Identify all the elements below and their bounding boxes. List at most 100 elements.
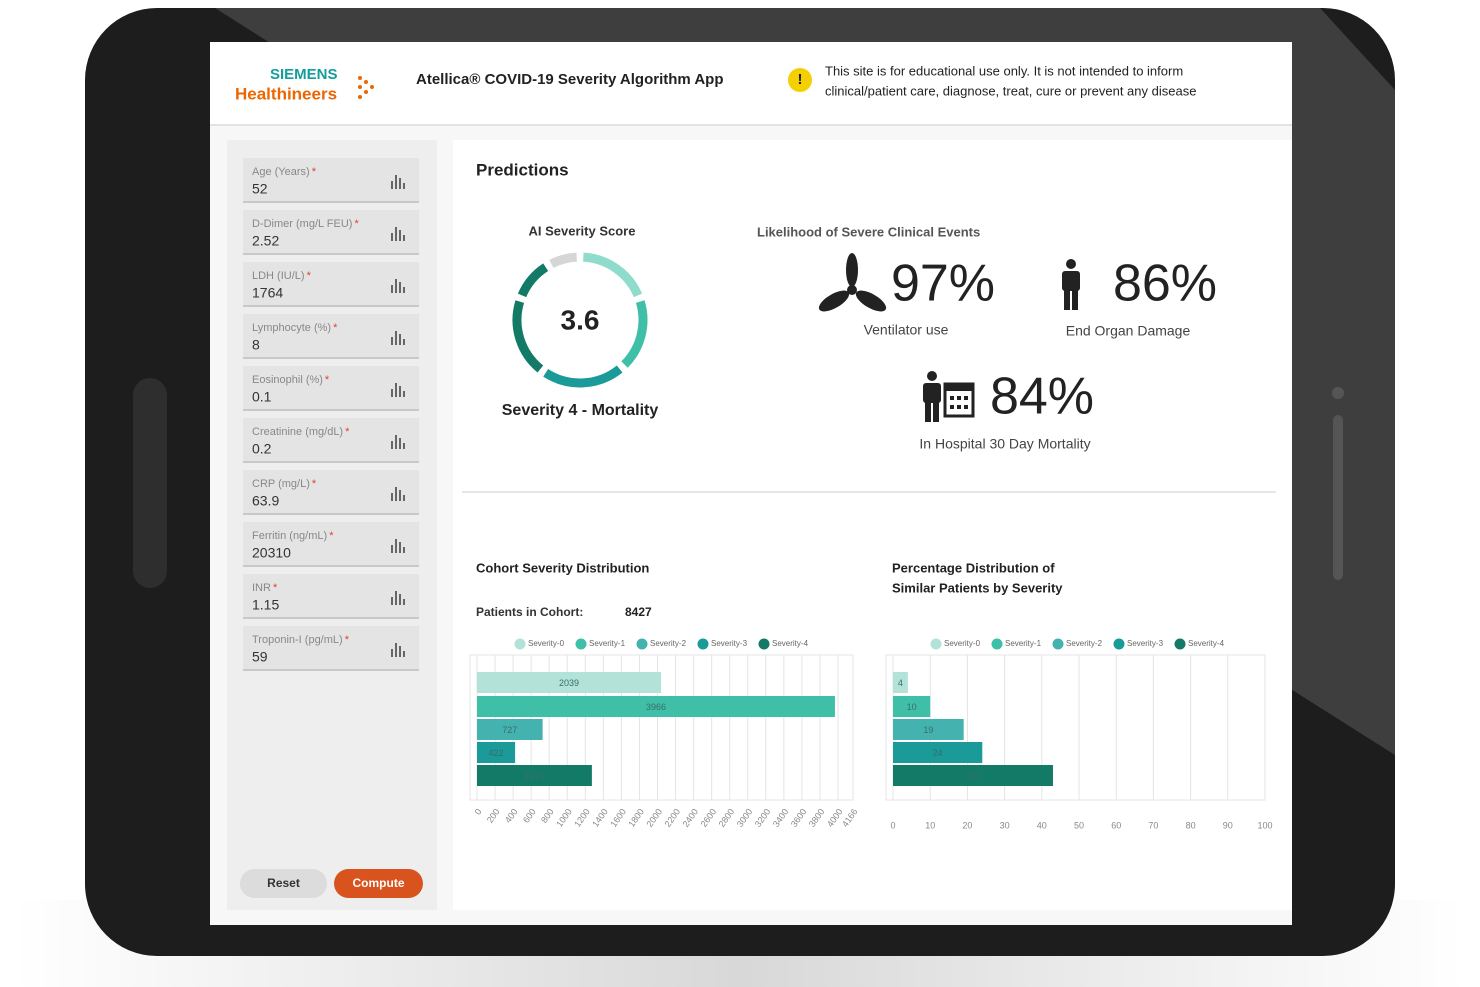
brand-bottom: Healthineers <box>235 84 337 103</box>
chart-icon <box>399 178 401 189</box>
input-label: INR * <box>252 582 278 594</box>
input-value: 1764 <box>252 285 283 301</box>
input-label: Troponin-I (pg/mL) * <box>252 634 350 646</box>
x-tick-label: 50 <box>1074 820 1084 830</box>
compute-label[interactable]: Compute <box>353 876 405 890</box>
x-tick-label: 80 <box>1186 820 1196 830</box>
event-value: 86% <box>1113 255 1217 313</box>
chart-icon <box>391 649 393 657</box>
chart-icon <box>399 230 401 241</box>
input-label: Age (Years) * <box>252 166 317 178</box>
chart-icon <box>403 287 405 293</box>
input-list: Age (Years) *52D-Dimer (mg/L FEU) *2.52LDH… <box>243 158 419 671</box>
x-tick-label: 10 <box>925 820 935 830</box>
notice-line: clinical/patient care, diagnose, treat, … <box>825 83 1196 98</box>
bar-label: 10 <box>907 702 917 712</box>
x-tick-label: 60 <box>1111 820 1121 830</box>
bar <box>477 696 835 717</box>
input-box <box>243 210 419 254</box>
legend-swatch <box>758 638 770 650</box>
legend-swatch <box>1113 638 1125 650</box>
bar <box>477 742 516 763</box>
input-label-text: Eosinophil (%) <box>252 374 323 386</box>
required-mark: * <box>345 426 350 438</box>
required-mark: * <box>333 322 338 334</box>
header-bar <box>210 42 1292 125</box>
bar <box>893 742 983 763</box>
reset-label[interactable]: Reset <box>267 876 300 890</box>
bar <box>893 696 931 717</box>
required-mark: * <box>273 582 278 594</box>
bar-label: 19 <box>923 725 933 735</box>
input-value: 1.15 <box>252 597 279 613</box>
input-label-text: Troponin-I (pg/mL) <box>252 634 343 646</box>
input-label-text: Lymphocyte (%) <box>252 322 331 334</box>
chart-icon <box>399 282 401 293</box>
chart-icon <box>391 233 393 241</box>
bar-label: 24 <box>933 748 943 758</box>
event-value: 84% <box>990 368 1094 426</box>
chart-icon <box>399 490 401 501</box>
chart-icon <box>399 594 401 605</box>
required-mark: * <box>345 634 350 646</box>
input-box <box>243 574 419 618</box>
chart-icon <box>395 279 397 293</box>
reset-button[interactable] <box>240 869 327 898</box>
chart-title: Percentage Distribution of <box>892 560 1055 575</box>
legend-swatch <box>575 638 587 650</box>
likelihood-title: Likelihood of Severe Clinical Events <box>757 224 980 239</box>
camera <box>1332 387 1344 399</box>
legend-swatch <box>1174 638 1186 650</box>
x-tick-label: 20 <box>962 820 972 830</box>
chart-icon <box>395 591 397 605</box>
input-box <box>243 366 419 410</box>
input-label: D-Dimer (mg/L FEU) * <box>252 218 359 230</box>
input-label-text: D-Dimer (mg/L FEU) <box>252 218 352 230</box>
chart-icon <box>399 386 401 397</box>
brand-dots <box>358 76 374 99</box>
input-box <box>243 418 419 462</box>
legend-swatch <box>930 638 942 650</box>
event-name: Ventilator use <box>864 322 949 338</box>
ventilator-icon <box>818 253 887 312</box>
donut-segment <box>543 365 623 388</box>
charts: Cohort Severity Distribution Patients in … <box>469 560 1273 830</box>
chart-icon <box>391 545 393 553</box>
chart-icon <box>403 391 405 397</box>
bar-label: 422 <box>489 748 504 758</box>
cohort-value: 8427 <box>625 605 652 619</box>
input-value: 0.1 <box>252 389 272 405</box>
input-label-text: INR <box>252 582 271 594</box>
chart-title: Similar Patients by Severity <box>892 580 1063 595</box>
legend-label: Severity-3 <box>1127 639 1164 648</box>
chart-icon <box>395 383 397 397</box>
brand-top: SIEMENS <box>270 66 338 83</box>
chart-icon <box>399 438 401 449</box>
chart-icon <box>399 334 401 345</box>
input-value: 20310 <box>252 545 291 561</box>
legend-swatch <box>1052 638 1064 650</box>
x-tick-label: 40 <box>1037 820 1047 830</box>
cohort-label: Patients in Cohort: <box>476 605 583 619</box>
required-mark: * <box>325 374 330 386</box>
home-button <box>133 378 167 588</box>
input-box <box>243 522 419 566</box>
chart-icon <box>403 443 405 449</box>
input-label: Lymphocyte (%) * <box>252 322 338 334</box>
input-label: Ferritin (ng/mL) * <box>252 530 334 542</box>
compute-button[interactable] <box>334 869 423 898</box>
required-mark: * <box>354 218 359 230</box>
chart-icon <box>395 175 397 189</box>
bar <box>477 672 662 693</box>
x-tick-label: 90 <box>1223 820 1233 830</box>
chart-icon <box>391 493 393 501</box>
warning-mark: ! <box>798 71 803 88</box>
chart-icon <box>395 539 397 553</box>
input-label: CRP (mg/L) * <box>252 478 317 490</box>
input-value: 8 <box>252 337 260 353</box>
chart-icon <box>403 339 405 345</box>
x-tick-label: 0 <box>473 807 484 817</box>
chart-icon <box>403 547 405 553</box>
